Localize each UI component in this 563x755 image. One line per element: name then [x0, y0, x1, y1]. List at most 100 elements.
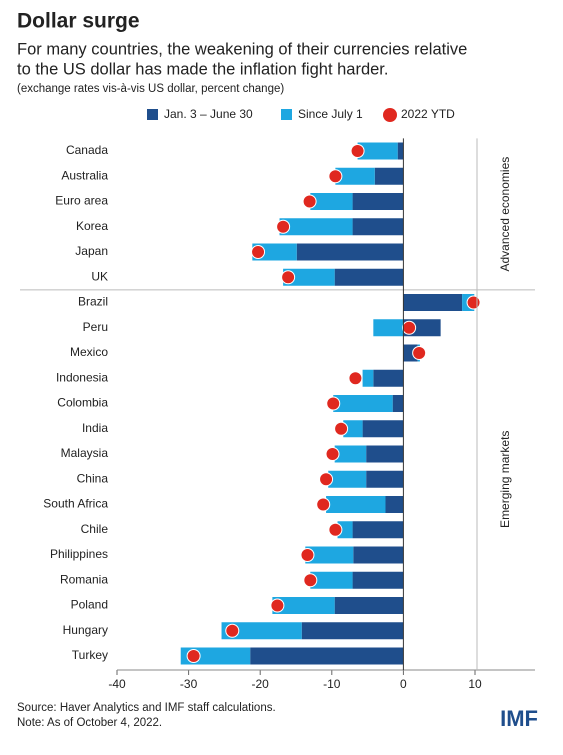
bar	[337, 521, 353, 539]
category-label: Romania	[60, 572, 108, 586]
dot	[316, 497, 331, 512]
dot	[334, 421, 349, 436]
category-label: Chile	[81, 522, 109, 536]
dot	[281, 270, 296, 285]
dot	[328, 522, 343, 537]
bar	[352, 218, 404, 236]
category-label: UK	[91, 269, 108, 283]
legend-label: Jan. 3 – June 30	[164, 107, 253, 121]
bar	[373, 319, 404, 337]
bar	[366, 470, 404, 488]
bar	[301, 622, 404, 640]
bar	[334, 597, 404, 614]
subtitle: For many countries, the weakening of the…	[17, 40, 467, 58]
category-label: Poland	[71, 598, 108, 612]
legend-label: 2022 YTD	[401, 107, 455, 121]
category-label: Indonesia	[56, 370, 108, 384]
bar	[333, 395, 393, 412]
dot	[225, 623, 240, 638]
dot	[302, 194, 317, 209]
bar	[397, 142, 404, 160]
group-label: Emerging markets	[498, 431, 512, 528]
dot	[276, 219, 291, 234]
bar	[326, 496, 386, 513]
category-label: Turkey	[72, 648, 108, 662]
dot	[348, 371, 363, 386]
dot	[350, 144, 365, 158]
category-label: Australia	[61, 168, 108, 182]
bar	[283, 268, 335, 286]
dot	[319, 472, 334, 487]
bar	[352, 193, 404, 210]
bar	[310, 193, 353, 210]
category-label: Brazil	[78, 295, 108, 309]
dot	[270, 598, 285, 613]
bar	[357, 142, 398, 160]
dot	[186, 649, 201, 663]
bar	[374, 167, 404, 185]
dot	[402, 320, 417, 335]
dot	[466, 295, 481, 310]
bar	[279, 218, 353, 236]
bar	[373, 369, 404, 387]
x-tick-label: 10	[468, 677, 482, 691]
note: (exchange rates vis-à-vis US dollar, per…	[17, 83, 284, 95]
legend-swatch	[147, 109, 158, 120]
bar	[343, 420, 363, 438]
x-tick-label: -40	[108, 677, 126, 691]
dot	[251, 245, 266, 259]
category-label: South Africa	[43, 497, 108, 511]
category-label: Colombia	[57, 396, 108, 410]
x-tick-label: -30	[180, 677, 198, 691]
subtitle: to the US dollar has made the inflation …	[17, 60, 388, 78]
x-tick-label: -20	[252, 677, 270, 691]
legend-swatch	[383, 108, 397, 122]
category-label: Malaysia	[61, 446, 109, 460]
bar	[353, 546, 404, 564]
bar	[403, 294, 463, 311]
bar	[366, 445, 404, 463]
group-label: Advanced economies	[498, 157, 512, 272]
bar	[250, 647, 404, 665]
bar	[328, 470, 367, 488]
dot	[303, 573, 318, 588]
chart-title: Dollar surge	[17, 10, 140, 33]
bar	[221, 622, 302, 640]
category-label: Mexico	[70, 345, 108, 359]
bar	[272, 597, 335, 614]
category-label: Hungary	[63, 623, 108, 637]
dot	[325, 447, 340, 461]
category-label: Korea	[76, 219, 108, 233]
category-label: Philippines	[50, 547, 108, 561]
bar	[334, 445, 367, 463]
bar	[352, 521, 404, 539]
x-tick-label: 0	[400, 677, 407, 691]
category-label: Japan	[75, 244, 108, 258]
legend-label: Since July 1	[298, 107, 363, 121]
category-label: Canada	[66, 143, 108, 157]
dot	[328, 169, 343, 184]
logo: IMF	[500, 706, 538, 731]
bar	[305, 546, 354, 564]
dot	[300, 548, 315, 562]
category-label: Euro area	[55, 194, 108, 208]
dot	[412, 346, 427, 360]
bar	[392, 395, 404, 412]
bar	[296, 243, 404, 261]
bar	[310, 571, 353, 589]
bar	[385, 496, 404, 513]
source: Source: Haver Analytics and IMF staff ca…	[17, 702, 276, 714]
bar	[352, 571, 404, 589]
category-label: India	[82, 421, 108, 435]
category-label: China	[77, 471, 109, 485]
category-label: Peru	[83, 320, 108, 334]
bar	[334, 268, 404, 286]
footnote: Note: As of October 4, 2022.	[17, 717, 162, 729]
bar	[362, 369, 374, 387]
legend-swatch	[281, 109, 292, 120]
dot	[326, 396, 341, 411]
bar	[362, 420, 404, 438]
x-tick-label: -10	[323, 677, 341, 691]
bar	[335, 167, 375, 185]
